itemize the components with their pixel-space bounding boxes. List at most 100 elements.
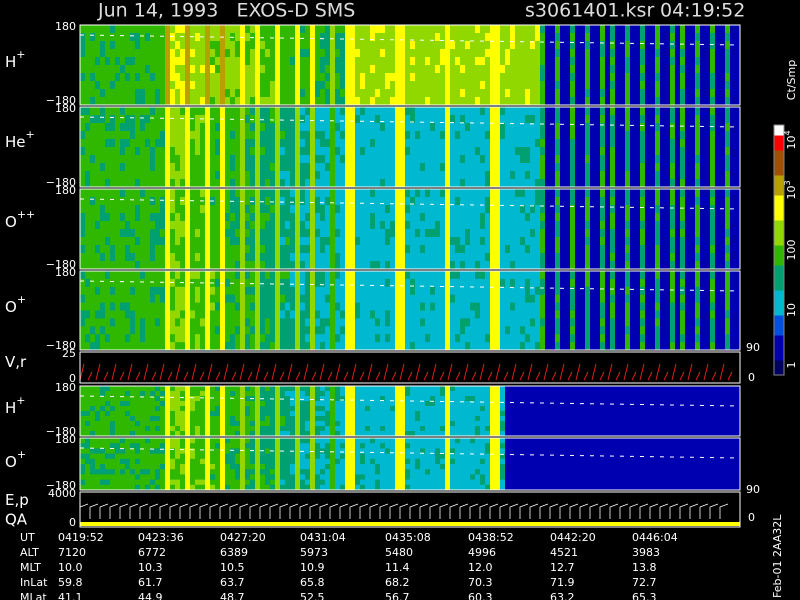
spectrogram-cell: [700, 81, 705, 90]
spectrogram-cell: [295, 286, 300, 296]
spectrogram-cell: [525, 286, 530, 296]
spectrogram-cell: [245, 294, 250, 304]
spectrogram-cell: [355, 163, 360, 172]
spectrogram-cell: [150, 89, 155, 98]
spectrogram-cell: [260, 229, 265, 238]
spectrogram-cell: [215, 342, 220, 351]
spectrogram-cell: [90, 163, 95, 172]
spectrogram-cell: [245, 89, 250, 98]
spectrogram-cell: [505, 310, 510, 319]
spectrogram-cell: [435, 115, 440, 124]
spectrogram-cell: [320, 115, 325, 124]
spectrogram-cell: [255, 229, 260, 238]
spectrogram-cell: [700, 131, 705, 140]
spectrogram-cell: [700, 41, 705, 50]
spectrogram-cell: [640, 213, 645, 222]
spectrogram-cell: [570, 310, 575, 319]
spectrogram-cell: [200, 155, 205, 164]
spectrogram-cell: [595, 179, 600, 188]
spectrogram-cell: [400, 221, 405, 230]
spectrogram-cell: [170, 25, 175, 34]
spectrogram-cell: [175, 334, 180, 343]
spectrogram-cell: [480, 302, 485, 311]
spectrogram-cell: [525, 89, 530, 98]
spectrogram-cell: [615, 171, 620, 180]
spectrogram-cell: [405, 115, 410, 124]
spectrogram-cell: [540, 155, 545, 164]
spectrogram-cell: [580, 155, 585, 164]
spectrogram-cell: [170, 334, 175, 343]
spectrogram-cell: [180, 261, 185, 270]
spectrogram-cell: [130, 197, 135, 206]
spectrogram-cell: [380, 205, 385, 214]
spectrogram-cell: [190, 123, 195, 132]
spectrogram-cell: [385, 197, 390, 206]
spectrogram-cell: [695, 179, 700, 188]
spectrogram-cell: [520, 155, 525, 164]
spectrogram-cell: [535, 197, 540, 206]
spectrogram-cell: [690, 221, 695, 230]
spectrogram-cell: [335, 221, 340, 230]
spectrogram-cell: [380, 123, 385, 132]
spectrogram-cell: [470, 271, 475, 280]
spectrogram-cell: [120, 189, 125, 198]
spectrogram-cell: [490, 41, 495, 50]
spectrogram-cell: [140, 89, 145, 98]
spectrogram-cell: [185, 278, 190, 288]
spectrogram-cell: [720, 179, 725, 188]
spectrogram-cell: [295, 25, 300, 34]
spectrogram-cell: [385, 318, 390, 327]
spectrogram-cell: [675, 147, 680, 156]
spectrogram-cell: [210, 302, 215, 311]
spectrogram-cell: [675, 25, 680, 34]
spectrogram-cell: [80, 49, 85, 58]
spectrogram-cell: [495, 271, 500, 280]
spectrogram-cell: [195, 261, 200, 270]
spectrogram-cell: [550, 237, 555, 246]
spectrogram-cell: [485, 97, 490, 106]
spectrogram-cell: [215, 115, 220, 124]
spectrogram-cell: [185, 326, 190, 335]
spectrogram-cell: [160, 33, 165, 42]
spectrogram-cell: [160, 326, 165, 335]
spectrogram-cell: [505, 302, 510, 311]
spectrogram-cell: [320, 286, 325, 296]
spectrogram-cell: [415, 81, 420, 90]
spectrogram-cell: [705, 147, 710, 156]
spectrogram-cell: [85, 197, 90, 206]
spectrogram-cell: [265, 147, 270, 156]
spectrogram-cell: [495, 334, 500, 343]
spectrogram-cell: [200, 334, 205, 343]
spectrogram-cell: [470, 49, 475, 58]
spectrogram-cell: [125, 229, 130, 238]
spectrogram-cell: [115, 205, 120, 214]
spectrogram-cell: [425, 261, 430, 270]
spectrogram-cell: [205, 278, 210, 288]
spectrogram-cell: [220, 163, 225, 172]
spectrogram-cell: [680, 147, 685, 156]
spectrogram-cell: [670, 123, 675, 132]
spectrogram-cell: [320, 271, 325, 280]
spectrogram-cell: [495, 253, 500, 262]
spectrogram-cell: [360, 131, 365, 140]
spectrogram-cell: [285, 41, 290, 50]
spectrogram-cell: [405, 253, 410, 262]
spectrogram-cell: [150, 73, 155, 82]
spectrogram-cell: [135, 342, 140, 351]
spectrogram-cell: [300, 189, 305, 198]
spectrogram-cell: [385, 89, 390, 98]
spectrogram-cell: [605, 123, 610, 132]
spectrogram-cell: [285, 253, 290, 262]
spectrogram-cell: [270, 189, 275, 198]
spectrogram-cell: [155, 155, 160, 164]
spectrogram-cell: [245, 237, 250, 246]
spectrogram-cell: [155, 342, 160, 351]
spectrogram-cell: [570, 33, 575, 42]
spectrogram-cell: [510, 310, 515, 319]
spectrogram-cell: [405, 302, 410, 311]
spectrogram-cell: [115, 342, 120, 351]
spectrogram-cell: [205, 213, 210, 222]
spectrogram-cell: [295, 89, 300, 98]
spectrogram-cell: [565, 261, 570, 270]
spectrogram-cell: [225, 221, 230, 230]
